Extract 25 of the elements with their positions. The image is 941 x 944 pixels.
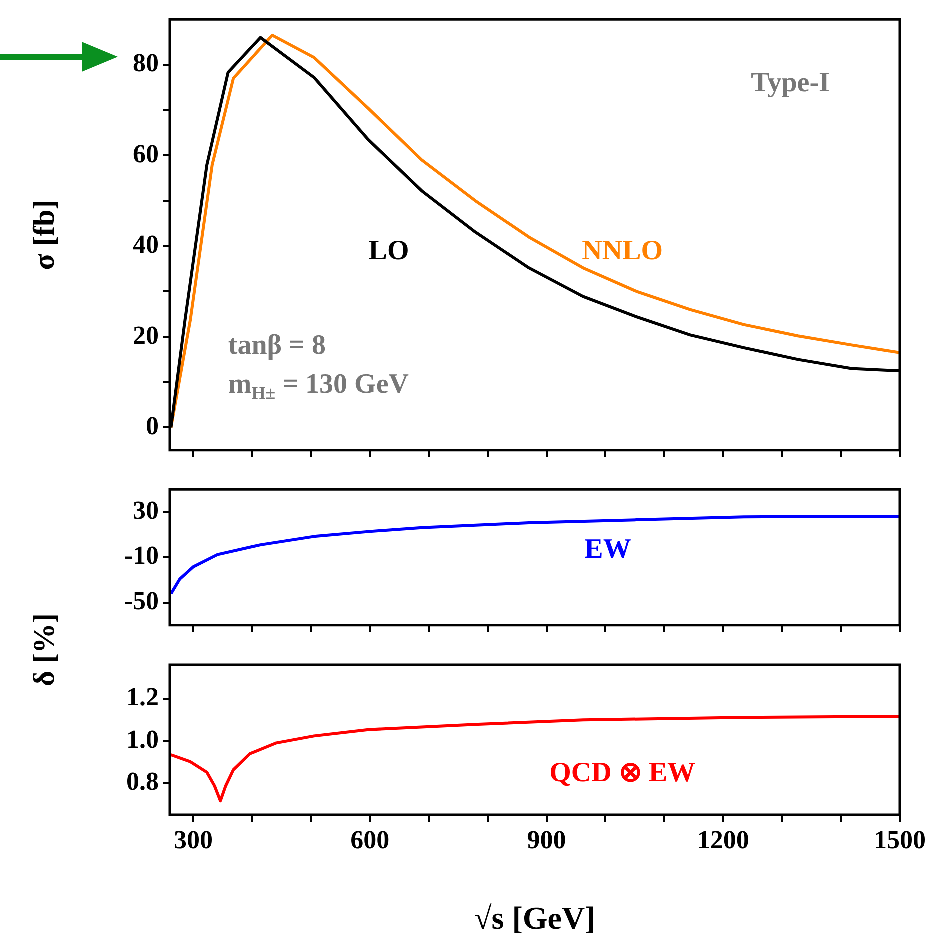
y-tick-label: 0.8 [126,767,159,796]
x-tick-label: 1200 [697,825,750,854]
y-axis-title: δ [%] [28,613,62,687]
series-label: EW [584,534,632,565]
y-tick-label: 40 [133,230,159,260]
y-tick-label: 1.0 [126,724,159,754]
series-label: QCD ⊗ EW [550,758,696,789]
y-tick-label: 1.2 [126,682,159,712]
x-tick-label: 1500 [874,825,926,854]
y-tick-label: 60 [133,139,159,168]
y-tick-label: 0 [146,411,159,440]
annotation: Type-I [751,67,830,98]
x-tick-label: 900 [527,825,566,854]
x-tick-label: 600 [350,825,390,854]
y-axis-title: σ [fb] [28,200,62,270]
x-tick-label: 300 [174,825,214,854]
series-label: LO [368,235,410,266]
y-tick-label: -10 [124,541,159,570]
y-tick-label: 80 [133,48,159,78]
y-tick-label: 30 [133,496,159,525]
x-axis-title: √s [GeV] [474,900,596,936]
y-tick-label: 20 [133,320,159,350]
annotation: tanβ = 8 [228,330,326,362]
series-label: NNLO [582,235,664,266]
y-tick-label: -50 [124,586,159,616]
